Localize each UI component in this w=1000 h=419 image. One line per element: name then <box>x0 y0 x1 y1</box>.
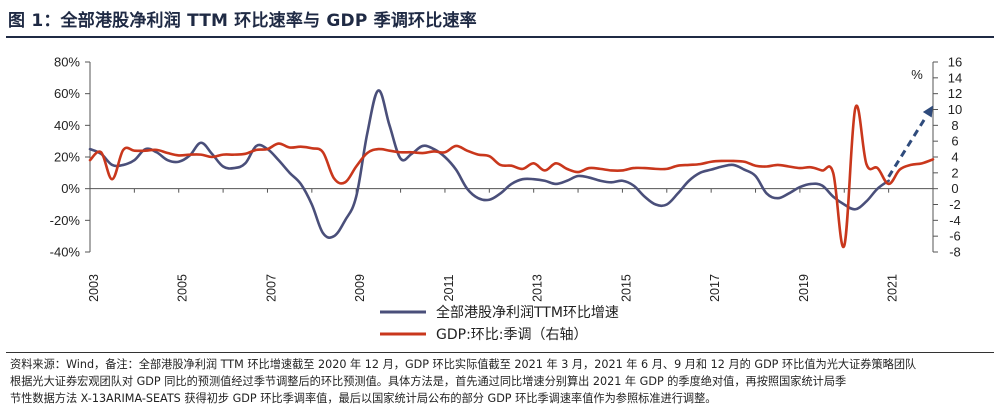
source-line-3: 节性数据方法 X-13ARIMA-SEATS 获得初步 GDP 环比季调率值，最… <box>10 392 717 405</box>
right-tick-label: 8 <box>951 118 958 133</box>
x-tick-label: 2017 <box>708 274 722 302</box>
x-tick-label: 2003 <box>87 274 101 302</box>
right-tick-label: -6 <box>949 229 961 244</box>
x-axis: 2003 2005 2007 2009 2011 2013 2015 2017 2019 2021 <box>87 188 933 302</box>
right-tick-label: -2 <box>949 197 961 212</box>
title-divider <box>6 36 994 38</box>
x-tick-label: 2007 <box>264 274 278 302</box>
x-tick-label: 2005 <box>176 274 190 302</box>
left-tick-label: 40% <box>54 118 80 133</box>
legend-label: GDP:环比:季调（右轴） <box>436 327 588 343</box>
x-tick-label: 2011 <box>442 275 456 302</box>
right-tick-label: 12 <box>948 86 962 101</box>
x-tick-label: 2019 <box>797 274 811 302</box>
left-tick-label: 60% <box>54 86 80 101</box>
right-tick-label: -8 <box>949 245 961 260</box>
forecast-arrow-shaft <box>887 114 928 178</box>
source-note: 资料来源：Wind，备注：全部港股净利润 TTM 环比增速截至 2020 年 1… <box>10 356 995 407</box>
x-tick-label: 2013 <box>531 274 545 302</box>
series-line-gdp <box>88 104 935 249</box>
right-axis-unit: % <box>911 67 923 82</box>
left-axis: 80% 60% 40% 20% 0% -20% -40% <box>50 55 91 260</box>
x-tick-label: 2015 <box>619 274 633 302</box>
x-tick-label: 2009 <box>353 274 367 302</box>
forecast-arrow <box>887 105 933 178</box>
right-tick-label: -4 <box>949 213 961 228</box>
legend: 全部港股净利润TTM环比增速 GDP:环比:季调（右轴） <box>380 304 619 343</box>
left-tick-label: -40% <box>50 245 81 260</box>
source-line-1: 资料来源：Wind，备注：全部港股净利润 TTM 环比增速截至 2020 年 1… <box>10 358 917 371</box>
x-tick-label: 2021 <box>886 274 900 302</box>
source-divider <box>6 352 994 353</box>
right-tick-label: 10 <box>948 102 962 117</box>
legend-label: 全部港股净利润TTM环比增速 <box>436 304 619 321</box>
right-tick-label: 14 <box>948 70 962 85</box>
series-layer <box>88 89 935 249</box>
forecast-arrow-head <box>922 105 933 118</box>
left-tick-label: 80% <box>54 55 80 70</box>
left-tick-label: 20% <box>54 150 80 165</box>
right-tick-label: 16 <box>948 55 962 70</box>
right-tick-label: 6 <box>951 134 958 149</box>
right-tick-label: 4 <box>951 150 958 165</box>
left-tick-label: 0% <box>61 181 80 196</box>
series-line-profit-ttm <box>88 89 890 239</box>
right-tick-label: 2 <box>951 165 958 180</box>
chart-canvas: 80%60%40%20%0%-20%-40% 1614121086420-2-4… <box>50 55 963 344</box>
chart-title: 图 1：全部港股净利润 TTM 环比速率与 GDP 季调环比速率 <box>8 11 477 31</box>
source-line-2: 根据光大证券宏观团队对 GDP 同比的预测值经过季节调整后的环比预测值。具体方法… <box>10 375 847 388</box>
right-tick-label: 0 <box>951 181 958 196</box>
left-tick-label: -20% <box>50 213 81 228</box>
